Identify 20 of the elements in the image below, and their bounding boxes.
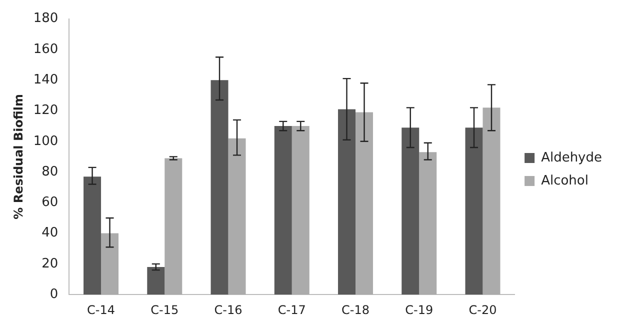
x-tick-label: C-15 (150, 302, 179, 317)
legend-label: Aldehyde (541, 150, 602, 166)
y-tick-label: 120 (33, 103, 58, 118)
y-axis-title: % Residual Biofilm (11, 94, 26, 220)
y-tick-label: 60 (42, 195, 58, 210)
x-tick-label: C-18 (342, 302, 370, 317)
x-tick-label: C-14 (87, 302, 116, 317)
x-tick-label: C-20 (468, 302, 497, 317)
y-tick-label: 160 (33, 42, 58, 57)
y-tick-label: 80 (42, 164, 58, 180)
y-tick-label: 100 (33, 134, 58, 149)
y-tick-label: 0 (50, 286, 58, 302)
y-tick-label: 140 (33, 72, 58, 88)
x-tick-label: C-17 (278, 302, 306, 317)
y-tick-label: 40 (42, 226, 58, 241)
y-tick-label: 20 (42, 256, 58, 272)
x-tick-label: C-19 (405, 302, 434, 317)
x-tick-label: C-16 (214, 302, 242, 317)
legend-label: Alcohol (541, 173, 588, 188)
y-tick-label: 180 (33, 11, 58, 26)
